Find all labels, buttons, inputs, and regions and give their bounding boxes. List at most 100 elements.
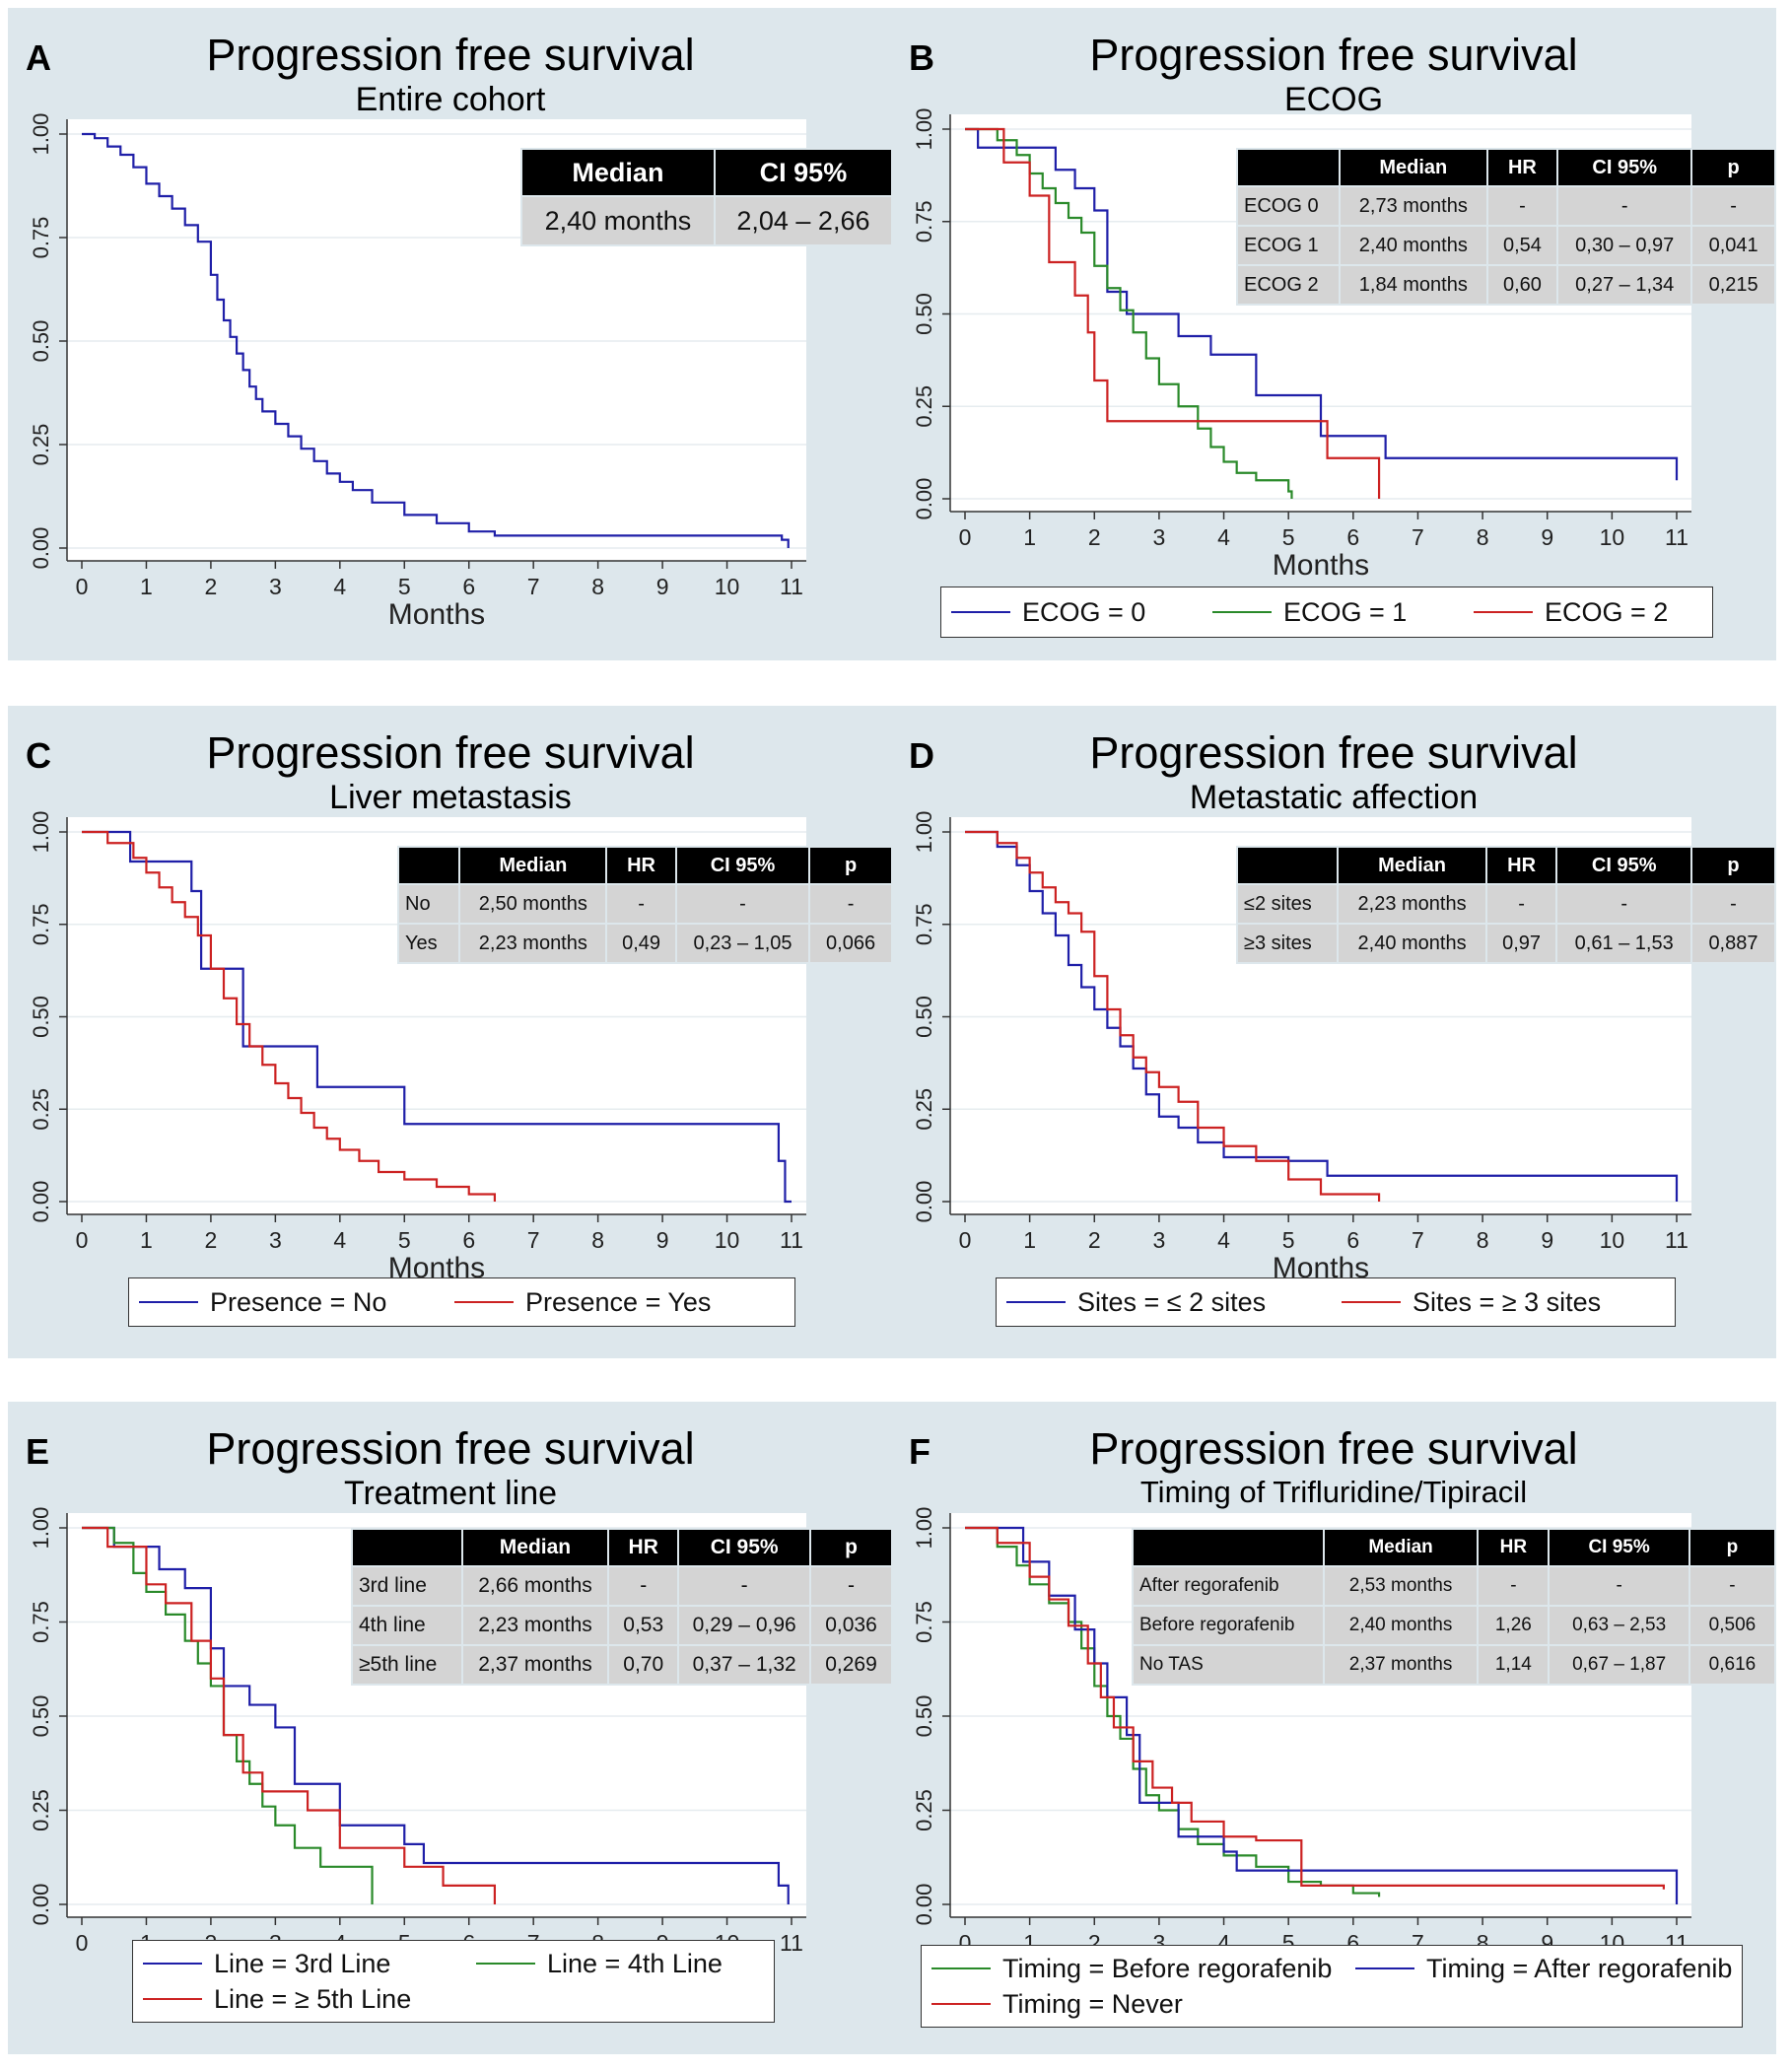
legend: Line = 3rd Line Line = 4th Line Line = ≥ 5…: [132, 1940, 775, 2023]
legend-item: ECOG = 1: [1212, 595, 1407, 629]
y-tick-label: 0.50: [29, 320, 53, 363]
table-header-cell: p: [808, 846, 893, 885]
x-tick-label: 2: [1088, 1227, 1101, 1253]
table-cell: ECOG 1: [1236, 225, 1341, 266]
table-header-cell: Median: [520, 148, 716, 197]
y-tick-label: 0.50: [912, 996, 936, 1038]
table-header-cell: Median: [460, 1528, 610, 1567]
table-cell: 4th line: [351, 1605, 463, 1646]
table-cell: -: [607, 1565, 680, 1607]
legend-swatch: [139, 1301, 198, 1303]
y-tick-label: 0.00: [912, 1884, 936, 1926]
table-header-row: Median HR CI 95% p: [1236, 148, 1776, 187]
x-tick-label: 9: [1541, 524, 1553, 550]
x-tick-label: 9: [656, 1227, 669, 1253]
x-tick-label: 11: [780, 1930, 803, 1956]
table-cell: 0,49: [605, 923, 677, 964]
legend-swatch: [143, 1998, 202, 2000]
y-tick-label: 0.50: [29, 996, 53, 1038]
table-cell: 0,53: [607, 1605, 680, 1646]
legend: Sites = ≤ 2 sites Sites = ≥ 3 sites: [996, 1277, 1676, 1327]
legend-item: ECOG = 0: [951, 595, 1145, 629]
stats-table: Median HR CI 95% p After regorafenib 2,53 mon…: [1132, 1528, 1777, 1686]
legend: Timing = Before regorafenib Timing = Afte…: [921, 1945, 1743, 2028]
table-cell: 0,63 – 2,53: [1548, 1605, 1690, 1646]
table-row: Yes 2,23 months 0,49 0,23 – 1,05 0,066: [396, 923, 893, 964]
table-cell: -: [1477, 1565, 1551, 1607]
y-tick-label: 1.00: [912, 811, 936, 854]
table-cell: 2,23 months: [460, 1605, 610, 1646]
y-tick-label: 0.75: [29, 1601, 53, 1643]
table-cell: 2,50 months: [458, 883, 608, 925]
table-header-cell: CI 95%: [713, 148, 894, 197]
table-cell: No TAS: [1132, 1644, 1325, 1686]
x-tick-label: 1: [1023, 524, 1036, 550]
table-row: ≥5th line 2,37 months 0,70 0,37 – 1,32 0,269: [351, 1644, 893, 1686]
x-tick-label: 0: [76, 574, 89, 599]
x-tick-label: 8: [1477, 524, 1489, 550]
table-cell: 2,23 months: [458, 923, 608, 964]
table-header-cell: CI 95%: [1555, 846, 1692, 885]
table-cell: 0,215: [1690, 264, 1776, 306]
x-tick-label: 11: [1665, 524, 1689, 550]
table-row: No TAS 2,37 months 1,14 0,67 – 1,87 0,616: [1132, 1644, 1777, 1686]
table-header-row: Median CI 95%: [520, 148, 894, 197]
legend-swatch: [476, 1963, 535, 1965]
table-cell: 2,66 months: [460, 1565, 610, 1607]
panel-label: C: [26, 735, 51, 776]
y-tick-label: 0.00: [912, 1181, 936, 1223]
y-tick-label: 0.75: [912, 903, 936, 945]
x-tick-label: 2: [205, 1227, 218, 1253]
y-tick-label: 0.00: [912, 478, 936, 520]
table-row: ≤2 sites 2,23 months - - -: [1235, 883, 1777, 925]
x-tick-label: 3: [269, 574, 282, 599]
legend-item: Presence = No: [139, 1285, 386, 1319]
y-tick-label: 0.00: [29, 1181, 53, 1223]
legend-label: Sites = ≥ 3 sites: [1413, 1286, 1602, 1317]
x-tick-label: 1: [140, 574, 153, 599]
legend-swatch: [931, 2003, 991, 2005]
chart-title: Progression free survival: [206, 30, 695, 80]
panel-e: E Progression free survival Treatment line…: [8, 1402, 893, 2054]
table-cell: ECOG 2: [1236, 264, 1341, 306]
x-tick-label: 4: [333, 1227, 346, 1253]
table-cell: -: [674, 883, 811, 925]
stats-table: Median HR CI 95% p ECOG 0 2,73 months - - - ECOG …: [1236, 148, 1776, 306]
table-cell: 2,37 months: [460, 1644, 610, 1686]
x-tick-label: 7: [527, 1227, 540, 1253]
table-row: 4th line 2,23 months 0,53 0,29 – 0,96 0,036: [351, 1605, 893, 1646]
table-row: After regorafenib 2,53 months - - -: [1132, 1565, 1777, 1607]
table-row: 2,40 months 2,04 – 2,66: [520, 195, 894, 246]
chart-subtitle: Liver metastasis: [329, 779, 572, 816]
legend-label: ECOG = 1: [1283, 596, 1408, 627]
table-cell: 0,27 – 1,34: [1556, 264, 1693, 306]
legend-item: Timing = Never: [931, 1987, 1183, 2021]
x-axis-label: Months: [388, 598, 485, 631]
series-line-c-1: [82, 830, 792, 1204]
table-header-cell: Median: [458, 846, 608, 885]
legend-label: ECOG = 0: [1022, 596, 1146, 627]
table-cell: 0,30 – 0,97: [1556, 225, 1693, 266]
x-tick-label: 3: [269, 1227, 282, 1253]
table-cell: 0,23 – 1,05: [674, 923, 811, 964]
y-tick-label: 1.00: [912, 108, 936, 151]
y-tick-label: 0.25: [29, 1789, 53, 1831]
table-row: ECOG 1 2,40 months 0,54 0,30 – 0,97 0,041: [1236, 225, 1776, 266]
table-cell: 2,40 months: [1338, 225, 1488, 266]
panel-label: F: [909, 1431, 930, 1472]
legend-label: Timing = Before regorafenib: [1002, 1953, 1333, 1983]
y-tick-label: 0.25: [29, 424, 53, 466]
legend-swatch: [931, 1967, 991, 1969]
x-tick-label: 9: [1541, 1227, 1553, 1253]
legend-label: Presence = Yes: [525, 1286, 712, 1317]
table-cell: ≥3 sites: [1235, 923, 1340, 964]
legend-swatch: [1212, 611, 1272, 613]
legend-item: Presence = Yes: [454, 1285, 711, 1319]
table-cell: 0,041: [1690, 225, 1776, 266]
table-cell: -: [605, 883, 677, 925]
legend-label: Presence = No: [210, 1286, 387, 1317]
legend-swatch: [1474, 611, 1533, 613]
table-cell: -: [808, 883, 893, 925]
x-tick-label: 6: [462, 1227, 475, 1253]
